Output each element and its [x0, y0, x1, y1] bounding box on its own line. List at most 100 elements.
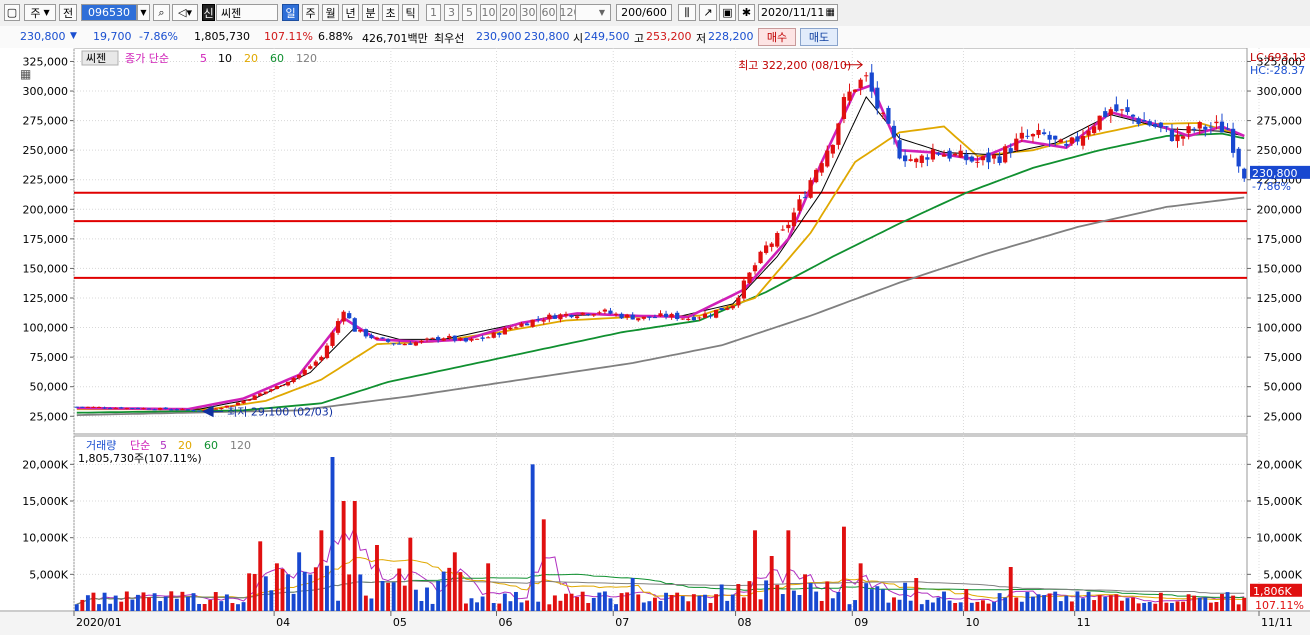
- candle-body: [691, 317, 696, 321]
- period-type-select[interactable]: 주 ▼: [24, 4, 56, 21]
- volume-bar: [569, 593, 574, 611]
- volume-bar: [1147, 601, 1152, 611]
- candle-body: [680, 318, 685, 320]
- candle-body: [380, 337, 385, 339]
- volume-legend-ma-60: 60: [204, 439, 218, 452]
- candle-body: [491, 332, 496, 338]
- candle-body: [830, 144, 835, 154]
- number-button-4[interactable]: 20: [500, 4, 517, 21]
- interval-button-3[interactable]: 년: [342, 4, 359, 21]
- candle-body: [341, 311, 346, 322]
- stock-chart[interactable]: 25,000 25,000 50,000 50,000 75,000 75,000 100,…: [0, 48, 1310, 635]
- interval-button-4[interactable]: 분: [362, 4, 379, 21]
- price-change: 19,700: [93, 30, 132, 43]
- prev-button[interactable]: 전: [59, 4, 77, 21]
- low-annotation: 최저 29,100 (02/03): [227, 405, 333, 418]
- volume-bar: [1053, 591, 1058, 611]
- window-icon[interactable]: ▢: [4, 4, 20, 21]
- interval-button-0[interactable]: 일: [282, 4, 299, 21]
- volume-bar: [892, 597, 896, 611]
- volume-bar: [308, 574, 313, 611]
- price-axis-label-left: 200,000: [23, 203, 69, 216]
- candle-body: [480, 337, 485, 339]
- interval-button-1[interactable]: 주: [302, 4, 319, 21]
- volume-axis-label-left: 10,000K: [22, 532, 68, 545]
- legend-ma-120: 120: [296, 52, 317, 65]
- candle-body: [819, 163, 824, 173]
- candle-body: [825, 150, 830, 167]
- candle-tool-icon[interactable]: ⫼: [678, 4, 696, 21]
- number-button-6[interactable]: 60: [540, 4, 557, 21]
- calendar-icon[interactable]: ▦: [825, 7, 835, 18]
- candle-body: [324, 345, 330, 359]
- candle-body: [502, 328, 507, 335]
- x-axis-label: 2020/01: [76, 616, 122, 629]
- volume-bar: [347, 574, 352, 611]
- candle-body: [1153, 123, 1158, 127]
- number-button-1[interactable]: 3: [444, 4, 459, 21]
- down-triangle-icon: ▼: [70, 31, 77, 41]
- candle-body: [925, 157, 930, 160]
- volume-bar: [1069, 601, 1074, 611]
- volume-bar: [1003, 597, 1008, 611]
- price-axis-label-right: 250,000: [1257, 144, 1303, 157]
- candle-body: [135, 407, 141, 409]
- panel-settings-icon[interactable]: ▦: [20, 67, 31, 81]
- volume-bar: [780, 594, 785, 611]
- number-button-0[interactable]: 1: [426, 4, 441, 21]
- volume-bar: [197, 603, 202, 611]
- chart-type-select[interactable]: ▼: [575, 4, 611, 21]
- date-field[interactable]: 2020/11/11 ▦: [758, 4, 838, 21]
- candle-body: [719, 307, 724, 311]
- sell-button[interactable]: 매도: [800, 28, 838, 46]
- volume-bar: [258, 541, 263, 611]
- candle-body: [447, 335, 452, 338]
- interval-button-6[interactable]: 틱: [402, 4, 419, 21]
- candle-body: [947, 150, 952, 159]
- candle-body: [1108, 109, 1113, 115]
- low-price: 228,200: [708, 30, 754, 43]
- save-icon[interactable]: ▣: [719, 4, 736, 21]
- candle-body: [1092, 126, 1097, 134]
- stock-name-field[interactable]: 씨젠: [216, 4, 278, 21]
- code-input[interactable]: 096530: [81, 4, 137, 21]
- search-icon[interactable]: ⌕: [153, 4, 170, 21]
- volume-bar: [158, 601, 163, 611]
- sound-icon[interactable]: ◁▾: [172, 4, 198, 21]
- candle-body: [74, 406, 79, 408]
- volume-bar: [452, 552, 457, 611]
- candle-body: [319, 356, 324, 361]
- low-arrow-icon: [201, 405, 224, 418]
- interval-button-2[interactable]: 월: [322, 4, 339, 21]
- volume-bar: [975, 601, 980, 611]
- price-axis-label-right: 125,000: [1257, 292, 1303, 305]
- volume-bar: [730, 594, 735, 611]
- volume-bar: [141, 592, 146, 611]
- number-button-5[interactable]: 30: [520, 4, 537, 21]
- volume-bar: [1075, 591, 1080, 611]
- trendline-tool-icon[interactable]: ↗: [699, 4, 717, 21]
- interval-button-5[interactable]: 초: [382, 4, 399, 21]
- volume-bar: [313, 567, 318, 611]
- candle-body: [424, 338, 430, 340]
- number-button-2[interactable]: 5: [462, 4, 477, 21]
- buy-button[interactable]: 매수: [758, 28, 796, 46]
- volume-bar: [691, 594, 696, 611]
- volume-bar: [113, 595, 118, 611]
- candle-body: [102, 407, 107, 409]
- gear-icon[interactable]: ✱: [738, 4, 755, 21]
- volume-bar: [1170, 602, 1174, 611]
- candle-body: [108, 408, 113, 410]
- code-dropdown-icon[interactable]: ▼: [137, 4, 150, 21]
- volume-bar: [319, 530, 324, 611]
- candle-body: [146, 408, 152, 410]
- bar-count-field[interactable]: 200/600: [616, 4, 672, 21]
- volume-bar: [736, 584, 741, 611]
- volume-bar: [830, 598, 835, 611]
- volume-bar: [1225, 592, 1230, 611]
- volume-bar: [402, 585, 407, 611]
- volume-bar: [174, 598, 179, 611]
- candle-body: [891, 125, 897, 138]
- legend-stock-box[interactable]: [81, 50, 119, 66]
- number-button-3[interactable]: 10: [480, 4, 497, 21]
